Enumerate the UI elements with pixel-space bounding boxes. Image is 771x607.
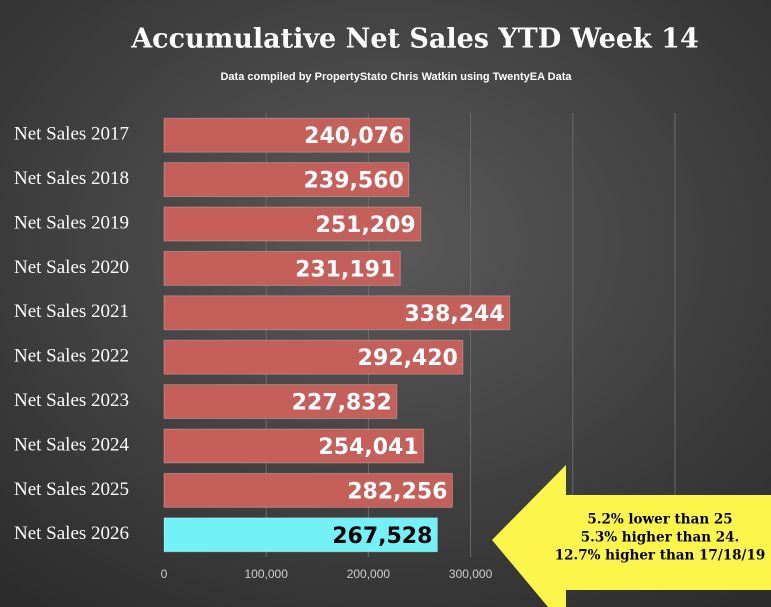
bar bbox=[163, 162, 410, 198]
value-label: 231,191 bbox=[295, 257, 395, 282]
value-label: 282,256 bbox=[347, 479, 447, 504]
value-label: 292,420 bbox=[358, 346, 458, 371]
bar bbox=[163, 472, 453, 508]
annotation: 5.2% lower than 25 5.3% higher than 24. 12… bbox=[555, 512, 766, 564]
category-label: Net Sales 2021 bbox=[14, 301, 129, 322]
bar bbox=[163, 384, 398, 420]
category-label: Net Sales 2023 bbox=[14, 390, 129, 411]
value-label: 267,528 bbox=[332, 524, 432, 549]
x-tick-label: 200,000 bbox=[347, 567, 391, 581]
value-label: 251,209 bbox=[316, 213, 416, 238]
bar bbox=[163, 117, 410, 153]
value-label: 227,832 bbox=[292, 391, 392, 416]
annotation-text: 5.3% higher than 24. bbox=[581, 530, 739, 546]
value-label: 240,076 bbox=[304, 124, 404, 149]
category-label: Net Sales 2020 bbox=[14, 257, 129, 278]
value-label: 338,244 bbox=[404, 302, 504, 327]
chart-subtitle: Data compiled by PropertyStato Chris Wat… bbox=[220, 71, 572, 83]
bar bbox=[163, 206, 422, 242]
bar bbox=[163, 295, 511, 331]
category-label: Net Sales 2024 bbox=[14, 434, 130, 455]
x-tick-label: 100,000 bbox=[245, 567, 289, 581]
category-label: Net Sales 2026 bbox=[14, 523, 129, 544]
bar bbox=[163, 339, 464, 375]
category-label: Net Sales 2025 bbox=[14, 479, 129, 500]
bar bbox=[163, 250, 401, 286]
bar bbox=[163, 517, 438, 553]
annotation-arrow bbox=[492, 465, 771, 607]
value-label: 254,041 bbox=[318, 435, 418, 460]
x-tick-label: 0 bbox=[161, 567, 168, 581]
value-label: 239,560 bbox=[304, 169, 404, 194]
category-label: Net Sales 2019 bbox=[14, 212, 129, 233]
x-tick-label: 300,000 bbox=[449, 567, 493, 581]
category-label: Net Sales 2017 bbox=[14, 124, 129, 145]
category-label: Net Sales 2018 bbox=[14, 168, 129, 189]
annotation-text: 12.7% higher than 17/18/19 bbox=[555, 548, 766, 564]
category-label: Net Sales 2022 bbox=[14, 346, 129, 367]
annotation-text: 5.2% lower than 25 bbox=[587, 512, 732, 528]
bar bbox=[163, 428, 425, 464]
chart-title: Accumulative Net Sales YTD Week 14 bbox=[130, 24, 699, 55]
bars: Net Sales 2017 240,076 Net Sales 2018 239,5… bbox=[14, 117, 511, 553]
